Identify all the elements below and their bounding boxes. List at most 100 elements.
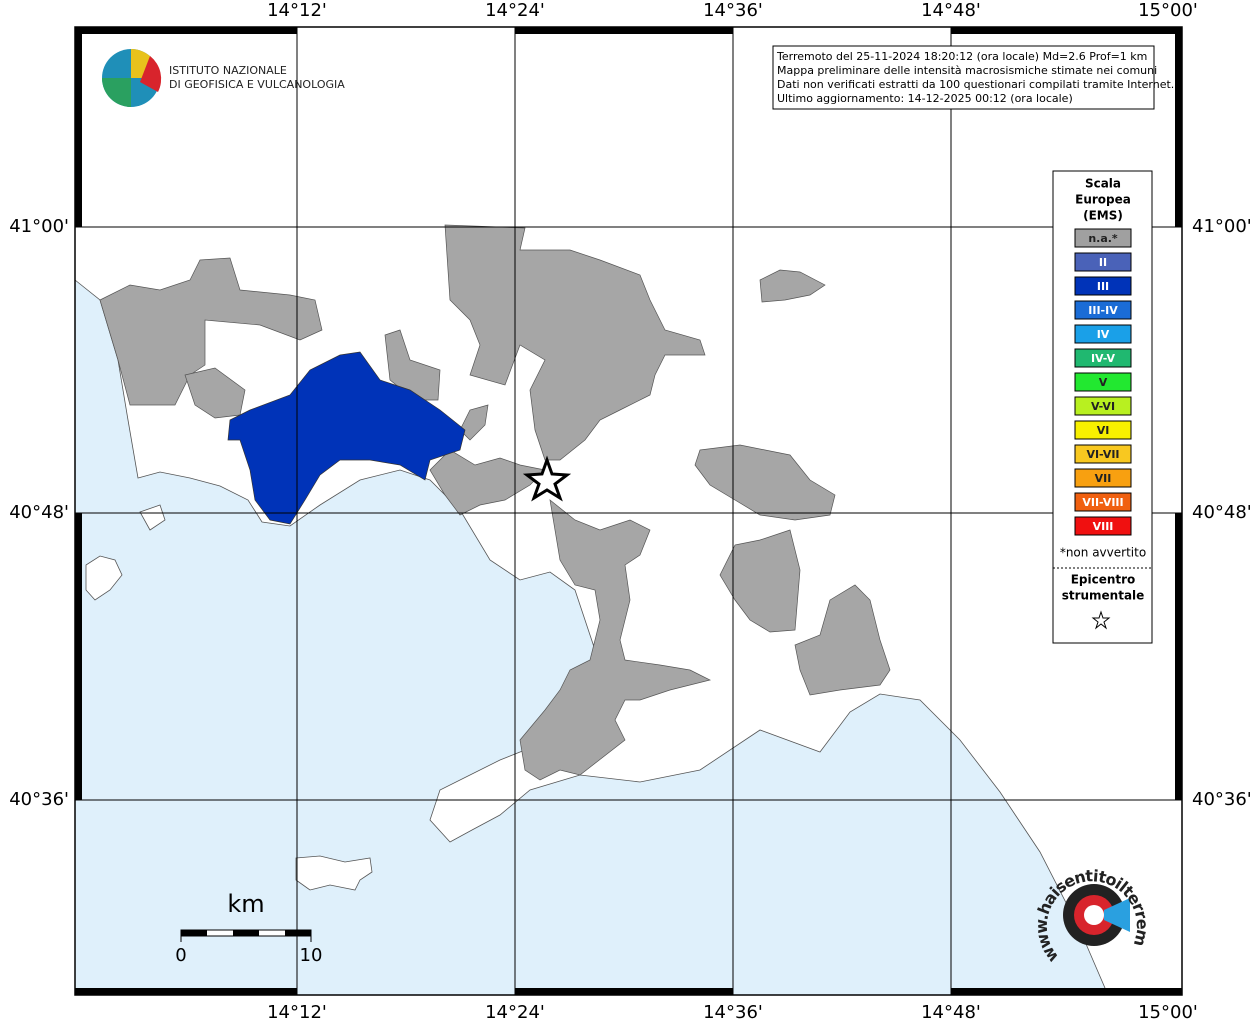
lon-label: 15°00': [1138, 0, 1198, 21]
legend-label: III: [1097, 280, 1109, 293]
island: [295, 855, 373, 891]
frame-bar: [951, 988, 1182, 995]
frame-bar: [951, 27, 1182, 34]
frame-bar: [1175, 513, 1182, 800]
axis-labels: 14°12' 14°12' 14°24' 14°24' 14°36' 14°36' 14°4…: [9, 0, 1252, 1023]
lon-label: 14°24': [485, 0, 545, 21]
municipality: [459, 404, 489, 441]
legend-swatch: [1074, 516, 1132, 536]
legend-star: [1091, 610, 1111, 630]
legend-swatch: [1074, 276, 1132, 296]
legend-epicenter: strumentale: [1062, 589, 1145, 603]
legend-title: Europea: [1075, 193, 1131, 207]
legend-swatch: [1074, 492, 1132, 512]
ingv-logo: ISTITUTO NAZIONALE DI GEOFISICA E VULCAN…: [102, 49, 345, 107]
logo-sector: [140, 56, 162, 92]
info-lines: Terremoto del 25-11-2024 18:20:12 (ora l…: [776, 50, 1174, 105]
legend-swatch: [1074, 300, 1132, 320]
municipality: [519, 499, 712, 781]
legend-label: V: [1099, 376, 1108, 389]
info-box: [772, 45, 1155, 110]
epicenter-star: [522, 455, 572, 502]
frame-bar: [75, 513, 82, 800]
legend-swatch: [1074, 324, 1132, 344]
legend-swatch: [1074, 372, 1132, 392]
info-line: Mappa preliminare delle intensità macros…: [777, 64, 1157, 77]
info-line: Dati non verificati estratti da 100 ques…: [777, 78, 1174, 91]
lon-label: 14°48': [921, 0, 981, 21]
frame-bar: [75, 988, 297, 995]
logo-ring: [1084, 905, 1104, 925]
legend-swatch: [1074, 252, 1132, 272]
institute-line: ISTITUTO NAZIONALE: [169, 64, 287, 77]
legend-label: VI-VII: [1086, 448, 1119, 461]
lon-label: 15°00': [1138, 1002, 1198, 1023]
lat-label: 40°48': [9, 502, 69, 523]
lat-label: 40°36': [9, 789, 69, 810]
frame-bar: [515, 988, 733, 995]
municipality: [759, 269, 826, 303]
frame-bar: [1175, 27, 1182, 227]
lat-label: 40°48': [1192, 502, 1252, 523]
island: [139, 504, 166, 531]
lon-label: 14°12': [267, 0, 327, 21]
legend-swatch: [1074, 348, 1132, 368]
scale-segment: [285, 930, 311, 936]
legend-swatch: [1074, 228, 1132, 248]
legend: ScalaEuropea(EMS)n.a.*IIIIIIII-IVIVIV-VV…: [1053, 177, 1152, 630]
municipality: [794, 584, 891, 696]
legend-label: n.a.*: [1088, 232, 1118, 245]
municipality: [384, 329, 441, 401]
legend-swatch: [1074, 444, 1132, 464]
municipality: [719, 529, 801, 633]
legend-title: Scala: [1085, 177, 1121, 191]
legend-swatch: [1074, 396, 1132, 416]
municipality: [99, 257, 323, 406]
lon-label: 14°12': [267, 1002, 327, 1023]
frame-bar: [515, 27, 733, 34]
legend-label: II: [1099, 256, 1107, 269]
municipalities: [99, 224, 891, 781]
legend-label: IV-V: [1091, 352, 1116, 365]
legend-swatch: [1074, 420, 1132, 440]
legend-title: (EMS): [1083, 209, 1123, 223]
lat-label: 41°00': [9, 216, 69, 237]
scale-unit: km: [227, 890, 264, 918]
legend-label: VII: [1095, 472, 1112, 485]
legend-label: V-VI: [1091, 400, 1115, 413]
municipality-intensity-iii: [227, 351, 466, 525]
frame-bars: [75, 27, 1182, 995]
logo-sector: [102, 78, 131, 107]
scale-label: 10: [300, 945, 323, 966]
legend-label: VII-VIII: [1082, 496, 1123, 509]
scale-segment: [233, 930, 259, 936]
municipality: [444, 224, 706, 461]
legend-epicenter: Epicentro: [1071, 573, 1136, 587]
legend-label: VIII: [1093, 520, 1114, 533]
scale-segment: [181, 930, 207, 936]
lat-label: 40°36': [1192, 789, 1252, 810]
legend-label: VI: [1097, 424, 1110, 437]
legend-label: IV: [1097, 328, 1110, 341]
lon-label: 14°36': [703, 0, 763, 21]
institute-line: DI GEOFISICA E VULCANOLOGIA: [169, 78, 345, 91]
frame-bar: [75, 27, 297, 34]
island: [85, 555, 123, 601]
logo-speaker: [1104, 898, 1130, 932]
lat-label: 41°00': [1192, 216, 1252, 237]
lon-label: 14°36': [703, 1002, 763, 1023]
lon-label: 14°48': [921, 1002, 981, 1023]
frame-bar: [75, 27, 82, 227]
legend-swatch: [1074, 468, 1132, 488]
graticule: [75, 27, 1182, 995]
legend-label: III-IV: [1088, 304, 1118, 317]
info-line: Ultimo aggiornamento: 14-12-2025 00:12 (…: [777, 92, 1073, 105]
scale-bar: km 0 10: [175, 890, 322, 966]
municipality: [694, 444, 836, 521]
legend-note: *non avvertito: [1060, 546, 1146, 560]
info-line: Terremoto del 25-11-2024 18:20:12 (ora l…: [776, 50, 1147, 63]
scale-label: 0: [175, 945, 186, 966]
